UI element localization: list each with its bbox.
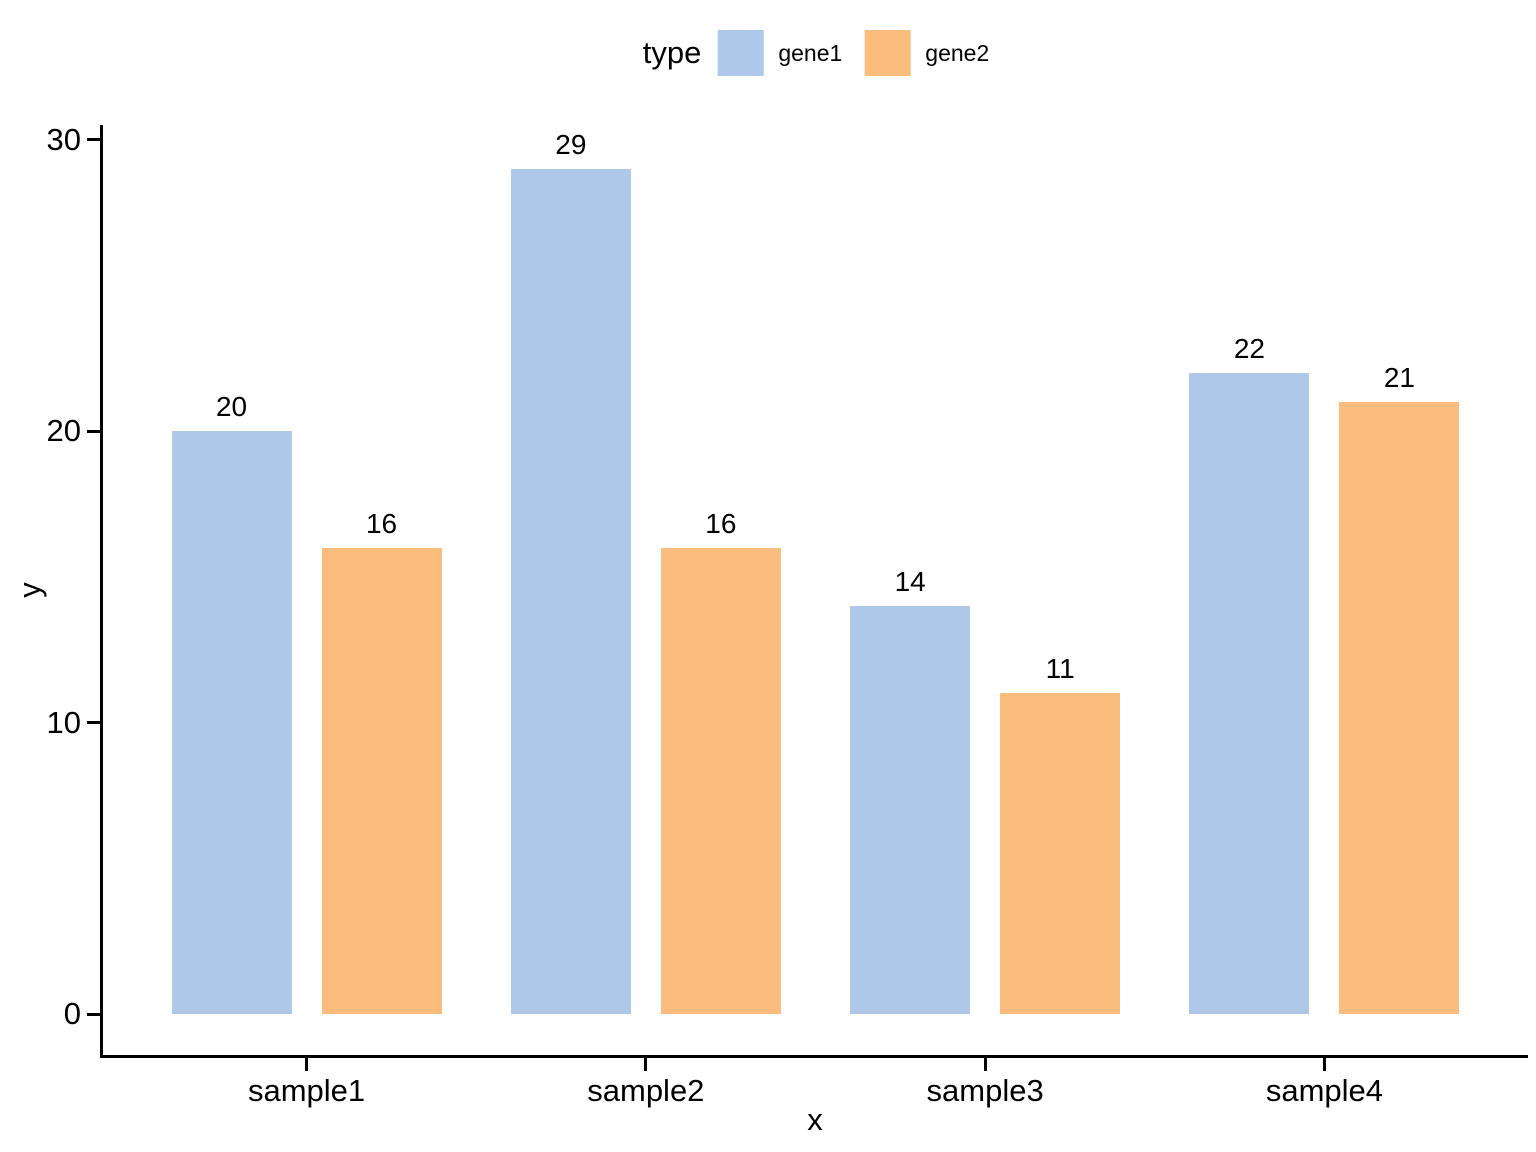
- y-tick-label: 30: [46, 121, 81, 157]
- bar-gene1-sample2: [510, 168, 631, 1015]
- legend-title: type: [642, 35, 702, 70]
- legend-swatch-gene1: [717, 30, 764, 76]
- bar-value-label: 22: [1233, 332, 1265, 364]
- bar-gene2-sample3: [1000, 693, 1121, 1015]
- bar-gene2-sample1: [321, 547, 442, 1015]
- bar-gene1-sample3: [850, 606, 971, 1015]
- y-tick-label: 20: [46, 413, 81, 449]
- legend-label-gene2: gene2: [925, 39, 990, 66]
- legend-item-gene2: gene2: [864, 30, 989, 76]
- y-axis-tick: [87, 429, 100, 433]
- bar-value-label: 29: [555, 128, 587, 160]
- bar-gene2-sample4: [1339, 401, 1460, 1015]
- legend-item-gene1: gene1: [717, 30, 842, 76]
- bar-value-label: 21: [1383, 361, 1415, 393]
- y-axis-title: y: [12, 582, 47, 598]
- bar-gene2-sample2: [660, 547, 781, 1015]
- bar-value-label: 11: [1045, 653, 1075, 685]
- bar-gene1-sample4: [1189, 372, 1310, 1015]
- x-axis-tick: [305, 1058, 309, 1071]
- y-axis-line: [100, 125, 103, 1058]
- y-axis-tick: [87, 721, 100, 725]
- x-axis-line: [100, 1055, 1528, 1058]
- x-axis-tick: [1322, 1058, 1326, 1071]
- y-axis-tick: [87, 138, 100, 142]
- bar-value-label: 14: [894, 566, 926, 598]
- x-tick-label: sample2: [587, 1073, 705, 1108]
- x-tick-label: sample4: [1265, 1073, 1384, 1108]
- x-axis-tick: [983, 1058, 987, 1071]
- bar-value-label: 16: [365, 507, 398, 539]
- legend-items: gene1 gene2: [717, 30, 989, 76]
- legend-swatch-gene2: [864, 30, 911, 76]
- bar-gene1-sample1: [171, 431, 292, 1015]
- bar-value-label: 20: [215, 391, 248, 423]
- x-tick-label: sample3: [926, 1073, 1044, 1108]
- x-axis-tick: [644, 1058, 648, 1071]
- y-tick-label: 10: [46, 704, 81, 740]
- y-tick-label: 0: [63, 996, 81, 1032]
- x-axis-title: x: [807, 1102, 823, 1137]
- bar-value-label: 16: [705, 507, 737, 539]
- y-axis-tick: [87, 1012, 100, 1016]
- legend: type gene1 gene2: [642, 30, 989, 76]
- legend-label-gene1: gene1: [778, 39, 843, 66]
- x-tick-label: sample1: [247, 1073, 366, 1108]
